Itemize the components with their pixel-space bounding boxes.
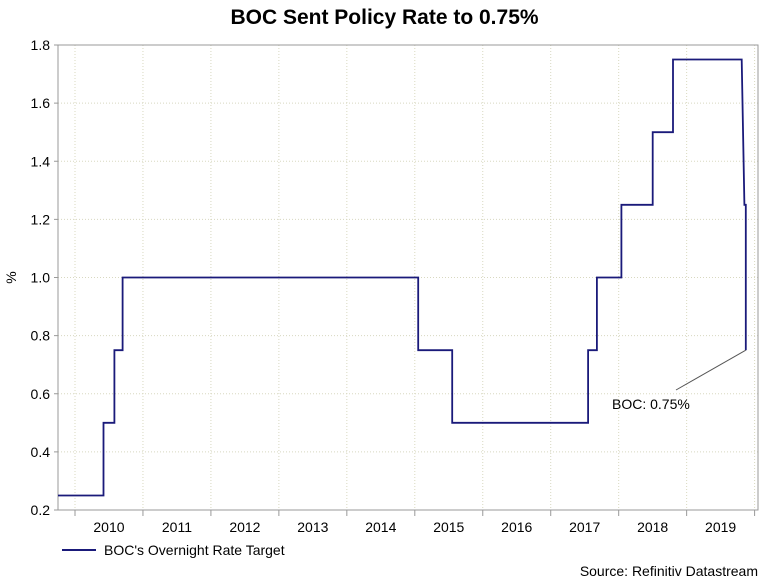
x-tick-label: 2014 xyxy=(365,519,396,535)
chart-title: BOC Sent Policy Rate to 0.75% xyxy=(230,6,539,29)
annotation-label: BOC: 0.75% xyxy=(612,396,690,412)
x-tick-label: 2018 xyxy=(637,519,668,535)
series-layer xyxy=(58,58,747,497)
y-axis-ticks: 0.2 0.4 0.6 0.8 1.0 1.2 1.4 1.6 1.8 xyxy=(31,37,58,518)
x-axis-ticks: 2010 2011 2012 2013 2014 2015 2016 2017 2018 2019 xyxy=(74,510,756,535)
y-tick-label: 0.8 xyxy=(31,328,51,344)
series-line-overnight-rate xyxy=(58,58,747,497)
legend-label: BOC's Overnight Rate Target xyxy=(104,542,285,558)
y-tick-label: 1.8 xyxy=(31,37,51,53)
y-tick-label: 0.4 xyxy=(31,444,51,460)
y-tick-label: 0.6 xyxy=(31,386,51,402)
y-tick-label: 1.6 xyxy=(31,95,51,111)
x-tick-label: 2017 xyxy=(569,519,600,535)
legend: BOC's Overnight Rate Target xyxy=(62,542,285,558)
y-tick-label: 1.4 xyxy=(31,153,51,169)
x-tick-label: 2011 xyxy=(162,519,192,535)
source-note: Source: Refinitiv Datastream xyxy=(580,563,758,579)
x-tick-label: 2015 xyxy=(433,519,464,535)
annotation-layer: BOC: 0.75% xyxy=(612,349,747,412)
x-tick-label: 2012 xyxy=(229,519,260,535)
y-tick-label: 1.0 xyxy=(31,270,51,286)
x-tick-label: 2010 xyxy=(93,519,124,535)
x-tick-label: 2016 xyxy=(501,519,532,535)
y-axis-label: % xyxy=(3,271,19,283)
y-tick-label: 1.2 xyxy=(31,211,51,227)
x-tick-label: 2019 xyxy=(705,519,736,535)
y-tick-label: 0.2 xyxy=(31,502,51,518)
x-tick-label: 2013 xyxy=(297,519,328,535)
grid-lines xyxy=(58,45,758,510)
annotation-leader-line xyxy=(675,349,747,391)
